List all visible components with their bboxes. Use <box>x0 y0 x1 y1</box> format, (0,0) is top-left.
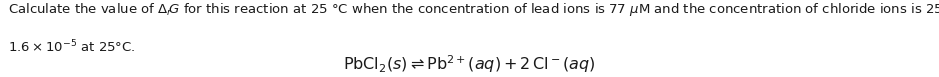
Text: Calculate the value of $\Delta_r\!G$ for this reaction at 25 °C when the concent: Calculate the value of $\Delta_r\!G$ for… <box>8 2 939 20</box>
Text: $1.6\times10^{-5}$ at 25°C.: $1.6\times10^{-5}$ at 25°C. <box>8 38 135 55</box>
Text: $\mathrm{PbCl_2}(s) \rightleftharpoons \mathrm{Pb}^{2+}(aq) + 2\,\mathrm{Cl}^-(a: $\mathrm{PbCl_2}(s) \rightleftharpoons \… <box>343 54 596 75</box>
